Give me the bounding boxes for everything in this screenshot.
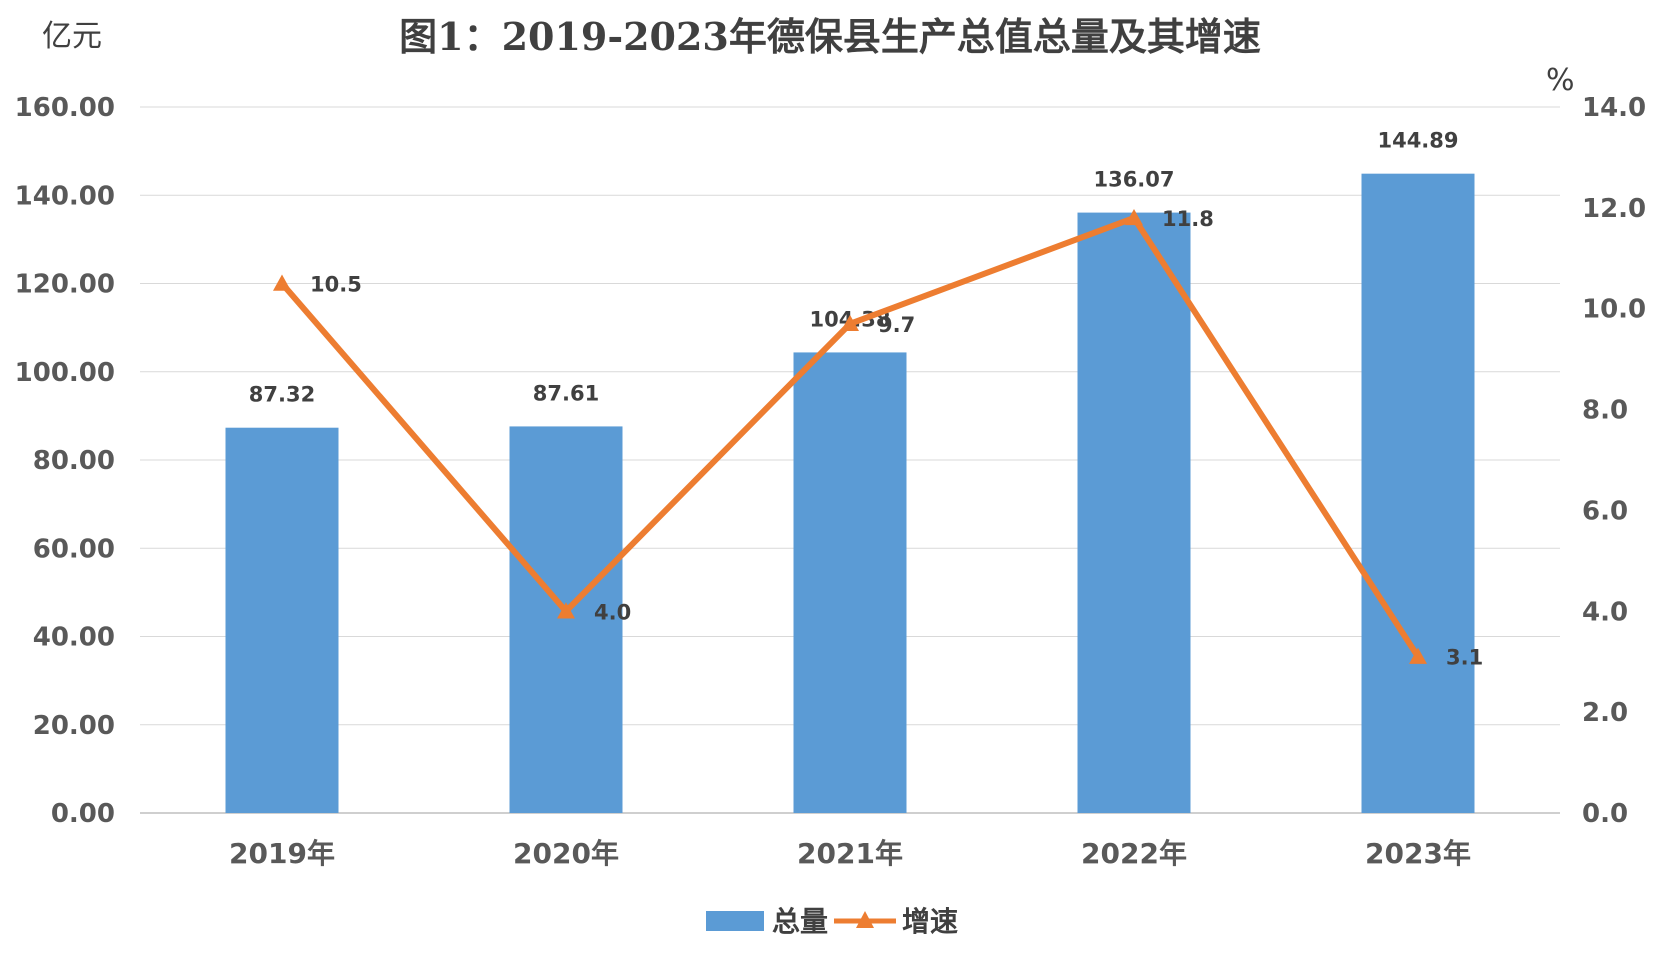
growth-value-label: 9.7 [878, 313, 915, 337]
x-tick-label: 2023年 [1365, 837, 1471, 870]
bar [1077, 212, 1191, 813]
left-tick-label: 80.00 [33, 446, 115, 476]
right-tick-label: 14.0 [1582, 93, 1646, 123]
legend: 总量 增速 [706, 905, 958, 938]
growth-value-label: 4.0 [594, 600, 631, 624]
right-axis: 0.0 2.0 4.0 6.0 8.0 10.0 12.0 14.0 [1582, 93, 1646, 829]
triangle-marker [841, 314, 859, 332]
bar [225, 427, 339, 813]
triangle-marker [273, 274, 291, 291]
x-tick-label: 2019年 [229, 837, 335, 870]
bar [793, 352, 907, 813]
growth-value-label: 10.5 [310, 273, 362, 297]
legend-label-total: 总量 [772, 905, 828, 938]
right-axis-unit: % [1546, 63, 1575, 98]
left-axis: 0.00 20.00 40.00 60.00 80.00 100.00 120.00 140.… [15, 93, 115, 829]
left-tick-label: 160.00 [15, 93, 115, 123]
bar [1361, 173, 1475, 814]
triangle-marker [1125, 208, 1143, 226]
left-tick-label: 20.00 [33, 711, 115, 741]
left-tick-label: 0.00 [51, 799, 115, 829]
left-axis-unit: 亿元 [42, 19, 102, 54]
right-tick-label: 8.0 [1582, 396, 1628, 426]
growth-value-label: 3.1 [1446, 646, 1483, 670]
left-tick-label: 40.00 [33, 623, 115, 653]
bar-value-label: 136.07 [1093, 168, 1174, 192]
left-tick-label: 140.00 [15, 181, 115, 211]
bar-value-label: 87.32 [249, 383, 315, 407]
legend-label-growth: 增速 [902, 905, 958, 938]
left-tick-label: 120.00 [15, 270, 115, 300]
legend-swatch-total [706, 911, 764, 931]
x-tick-label: 2022年 [1081, 837, 1187, 870]
growth-value-label: 11.8 [1162, 207, 1214, 231]
bar-value-label: 87.61 [533, 381, 599, 405]
right-tick-label: 10.0 [1582, 295, 1646, 325]
right-tick-label: 12.0 [1582, 194, 1646, 224]
triangle-marker [557, 602, 575, 619]
line-series: 10.5 4.0 9.7 11.8 3.1 [273, 207, 1483, 670]
left-tick-label: 60.00 [33, 534, 115, 564]
left-tick-label: 100.00 [15, 358, 115, 388]
legend-triangle-icon [856, 911, 874, 928]
right-tick-label: 0.0 [1582, 799, 1628, 829]
right-tick-label: 4.0 [1582, 597, 1628, 627]
triangle-marker [1409, 647, 1427, 664]
x-axis: 2019年 2020年 2021年 2022年 2023年 [229, 837, 1471, 870]
bar-value-label: 144.89 [1377, 129, 1458, 153]
chart-title: 图1：2019-2023年德保县生产总值总量及其增速 [399, 14, 1261, 59]
x-tick-label: 2021年 [797, 837, 903, 870]
right-tick-label: 2.0 [1582, 698, 1628, 728]
x-tick-label: 2020年 [513, 837, 619, 870]
bar [509, 426, 623, 813]
right-tick-label: 6.0 [1582, 496, 1628, 526]
